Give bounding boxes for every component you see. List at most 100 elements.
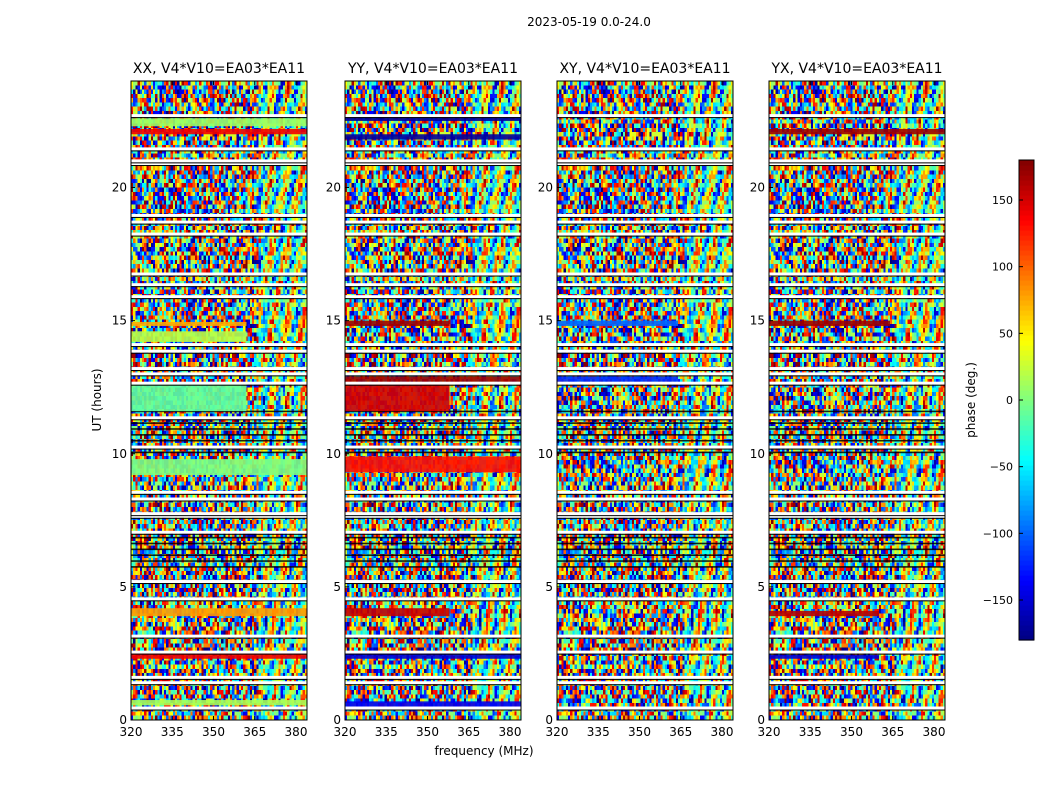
colorbar-segment — [1019, 200, 1034, 206]
dense-line — [345, 542, 521, 545]
flagged-row — [557, 213, 733, 217]
flagged-row-edge — [557, 370, 733, 372]
colorbar-segment — [1019, 625, 1034, 631]
flagged-row — [345, 706, 521, 710]
colorbar-segment — [1019, 170, 1034, 176]
flagged-row-edge — [131, 533, 307, 535]
x-tick-label: 335 — [799, 725, 822, 739]
flagged-row-edge — [131, 493, 307, 495]
flagged-row-edge — [131, 352, 307, 354]
flagged-row — [131, 650, 307, 654]
dense-line — [769, 560, 945, 562]
y-tick-label: 15 — [538, 314, 553, 328]
colorbar-segment — [1019, 610, 1034, 616]
flagged-row — [557, 272, 733, 276]
colorbar-segment — [1019, 485, 1034, 491]
colorbar-segment — [1019, 205, 1034, 211]
flagged-row — [345, 367, 521, 371]
dense-line — [557, 434, 733, 436]
flagged-row — [769, 147, 945, 151]
colorbar-segment — [1019, 575, 1034, 581]
colorbar-segment — [1019, 585, 1034, 591]
panel-frame — [768, 80, 946, 721]
flagged-row — [345, 650, 521, 654]
colorbar-segment — [1019, 375, 1034, 381]
flagged-row — [769, 343, 945, 347]
x-tick-label: 365 — [881, 725, 904, 739]
colorbar-segment — [1019, 295, 1034, 301]
flagged-row — [131, 220, 307, 224]
y-tick-label: 15 — [112, 314, 127, 328]
colorbar-segment — [1019, 230, 1034, 236]
coherent-band — [769, 128, 945, 135]
y-tick-label: 5 — [545, 580, 553, 594]
flagged-row-edge — [345, 286, 521, 288]
flagged-row — [131, 372, 307, 376]
flagged-row — [345, 512, 521, 516]
panel-2: YY, V4*V10=EA03*EA11 320 335 350 365 380 0 5 10 1… — [326, 61, 522, 739]
colorbar-segment — [1019, 165, 1034, 171]
colorbar-segment — [1019, 305, 1034, 311]
panel-frame — [344, 80, 522, 721]
coherent-band — [769, 610, 879, 617]
dense-line — [769, 451, 945, 454]
x-tick-label: 365 — [243, 725, 266, 739]
flagged-row — [345, 634, 521, 638]
flagged-row-edge — [557, 678, 733, 680]
suptitle: 2023-05-19 0.0-24.0 — [527, 15, 651, 29]
panel-frame — [556, 80, 734, 721]
flagged-row — [131, 343, 307, 347]
y-tick-label: 5 — [333, 580, 341, 594]
flagged-row-edge — [345, 493, 521, 495]
dense-line — [557, 410, 733, 413]
flagged-row-edge — [131, 275, 307, 277]
colorbar-segment — [1019, 630, 1034, 636]
flagged-row-edge — [131, 286, 307, 288]
flagged-row — [557, 162, 733, 166]
panel-title: YY, V4*V10=EA03*EA11 — [347, 61, 518, 77]
y-tick-label: 20 — [750, 181, 765, 195]
colorbar-segment — [1019, 430, 1034, 436]
colorbar-segment — [1019, 570, 1034, 576]
flagged-row — [557, 597, 733, 601]
flagged-row — [769, 650, 945, 654]
colorbar-segment — [1019, 445, 1034, 451]
colorbar-segment — [1019, 180, 1034, 186]
flagged-row-edge — [557, 515, 733, 517]
colorbar-segment — [1019, 505, 1034, 511]
dense-line — [557, 451, 733, 454]
panel-noise-image — [557, 81, 733, 720]
y-axis-label: UT (hours) — [90, 368, 104, 431]
colorbar-segment — [1019, 425, 1034, 431]
colorbar-segment — [1019, 525, 1034, 531]
flagged-row — [131, 159, 307, 163]
flagged-row — [345, 349, 521, 353]
flagged-row-edge — [345, 678, 521, 680]
flagged-row — [557, 675, 733, 679]
flagged-row — [769, 597, 945, 601]
flagged-row-edge — [769, 117, 945, 119]
flagged-row-edge — [769, 653, 945, 655]
colorbar-segment — [1019, 310, 1034, 316]
flagged-row — [345, 159, 521, 163]
x-tick-label: 350 — [628, 725, 651, 739]
flagged-row — [345, 497, 521, 501]
flagged-row-edge — [769, 275, 945, 277]
flagged-row-edge — [345, 370, 521, 372]
flagged-row-edge — [557, 165, 733, 167]
flagged-row-edge — [345, 533, 521, 535]
colorbar-segment — [1019, 465, 1034, 471]
flagged-row — [557, 514, 733, 518]
colorbar-segment — [1019, 400, 1034, 406]
flagged-row — [131, 512, 307, 516]
flagged-row-edge — [345, 709, 521, 711]
flagged-row-edge — [557, 419, 733, 421]
dense-line — [131, 566, 307, 568]
dense-line — [131, 560, 307, 562]
coherent-band — [131, 118, 307, 127]
flagged-row-edge — [769, 493, 945, 495]
flagged-row — [345, 220, 521, 224]
flagged-row-edge — [131, 375, 307, 377]
flagged-row — [769, 580, 945, 584]
